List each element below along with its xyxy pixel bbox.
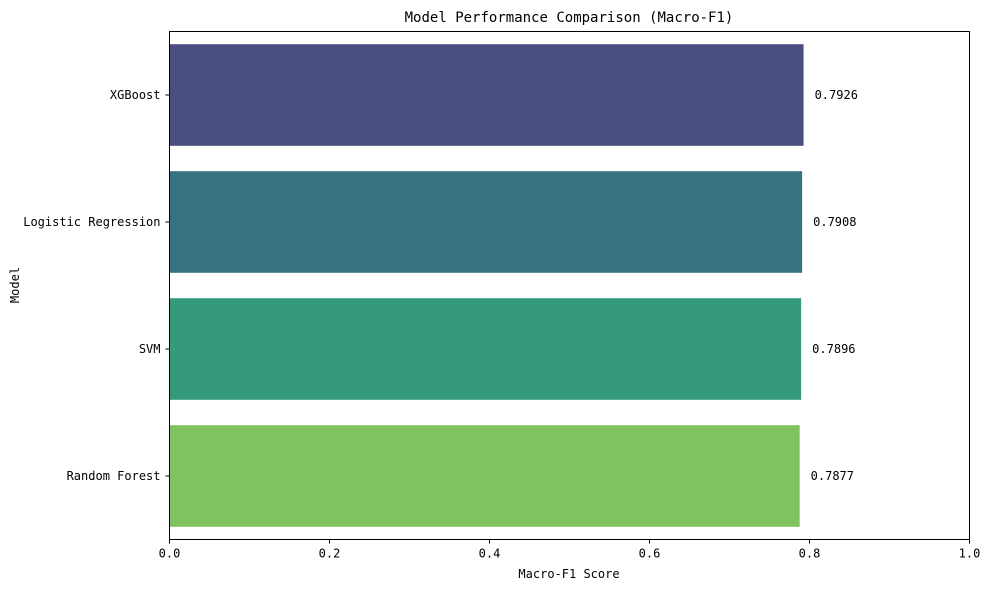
y-tick-label: Logistic Regression — [23, 215, 160, 229]
bar-xgboost — [169, 44, 804, 146]
x-tick-label: 1.0 — [959, 547, 981, 561]
bar-random-forest — [169, 425, 800, 527]
y-tick-labels: XGBoost Logistic Regression SVM Random Fore… — [23, 88, 170, 483]
x-tick-label: 0.4 — [479, 547, 501, 561]
x-tick-label: 0.8 — [799, 547, 821, 561]
x-ticks: 0.0 0.2 0.4 0.6 0.8 1.0 — [159, 539, 981, 561]
data-label: 0.7877 — [811, 469, 854, 483]
x-axis-label: Macro-F1 Score — [518, 567, 619, 581]
data-label: 0.7896 — [812, 342, 855, 356]
x-tick-label: 0.6 — [639, 547, 661, 561]
plot-frame — [169, 31, 970, 540]
y-tick-label: SVM — [139, 342, 161, 356]
bar-svm — [169, 298, 802, 400]
y-tick-label: XGBoost — [110, 88, 161, 102]
chart-title: Model Performance Comparison (Macro-F1) — [405, 10, 734, 26]
data-labels: 0.7926 0.7908 0.7896 0.7877 — [811, 88, 858, 483]
bars-group — [169, 44, 804, 527]
x-tick-label: 0.2 — [319, 547, 341, 561]
y-axis-label: Model — [8, 267, 22, 303]
data-label: 0.7908 — [813, 215, 856, 229]
data-label: 0.7926 — [815, 88, 858, 102]
bar-logistic-regression — [169, 171, 803, 273]
y-tick-label: Random Forest — [67, 469, 161, 483]
x-tick-label: 0.0 — [159, 547, 181, 561]
